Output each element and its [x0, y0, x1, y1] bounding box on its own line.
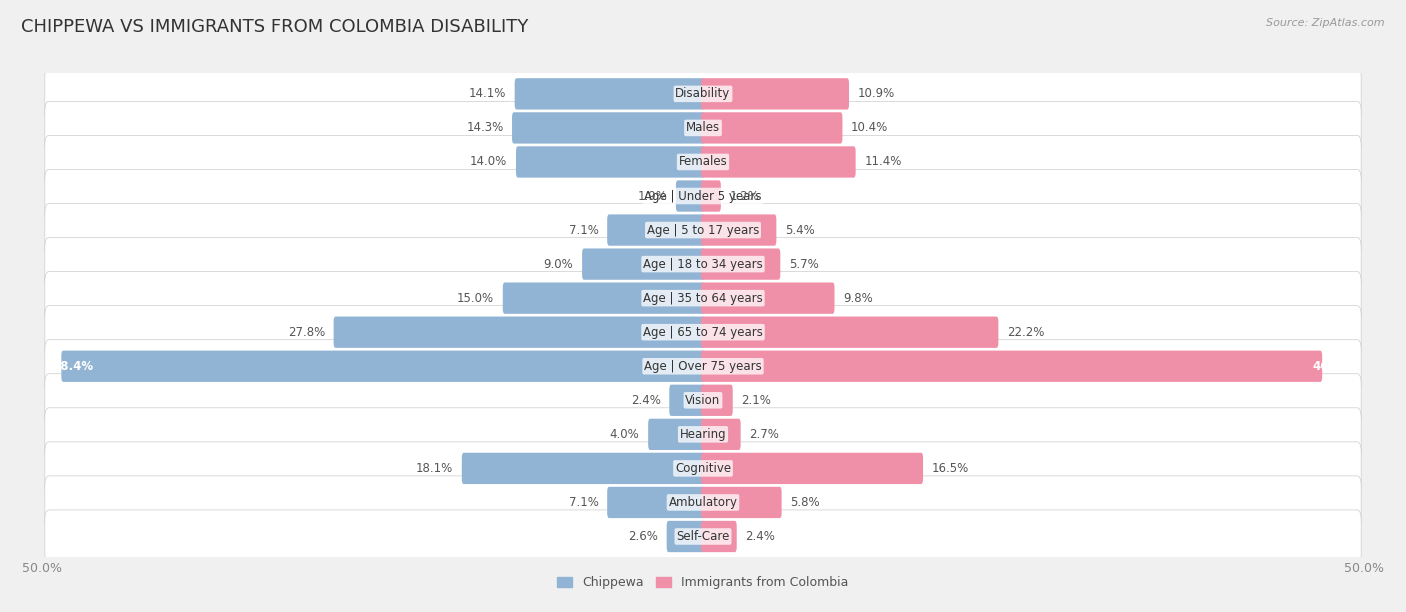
- FancyBboxPatch shape: [512, 112, 704, 144]
- FancyBboxPatch shape: [702, 351, 1322, 382]
- FancyBboxPatch shape: [515, 78, 704, 110]
- FancyBboxPatch shape: [45, 442, 1361, 495]
- Text: Age | 35 to 64 years: Age | 35 to 64 years: [643, 292, 763, 305]
- Text: 7.1%: 7.1%: [568, 223, 599, 237]
- FancyBboxPatch shape: [702, 453, 924, 484]
- Text: 16.5%: 16.5%: [932, 462, 969, 475]
- Text: 9.0%: 9.0%: [544, 258, 574, 271]
- FancyBboxPatch shape: [702, 181, 721, 212]
- FancyBboxPatch shape: [582, 248, 704, 280]
- FancyBboxPatch shape: [333, 316, 704, 348]
- Text: Self-Care: Self-Care: [676, 530, 730, 543]
- Text: 48.4%: 48.4%: [53, 360, 94, 373]
- Text: Ambulatory: Ambulatory: [668, 496, 738, 509]
- Text: Age | 65 to 74 years: Age | 65 to 74 years: [643, 326, 763, 338]
- FancyBboxPatch shape: [702, 283, 835, 314]
- FancyBboxPatch shape: [45, 340, 1361, 393]
- Text: 10.9%: 10.9%: [858, 88, 894, 100]
- FancyBboxPatch shape: [62, 351, 704, 382]
- FancyBboxPatch shape: [669, 384, 704, 416]
- Text: 15.0%: 15.0%: [457, 292, 494, 305]
- Text: 9.8%: 9.8%: [844, 292, 873, 305]
- Text: 14.0%: 14.0%: [470, 155, 508, 168]
- FancyBboxPatch shape: [702, 521, 737, 552]
- FancyBboxPatch shape: [45, 305, 1361, 359]
- FancyBboxPatch shape: [45, 170, 1361, 223]
- FancyBboxPatch shape: [607, 214, 704, 246]
- Text: 22.2%: 22.2%: [1007, 326, 1045, 338]
- FancyBboxPatch shape: [45, 374, 1361, 427]
- Text: 14.3%: 14.3%: [467, 121, 503, 135]
- FancyBboxPatch shape: [45, 408, 1361, 461]
- Text: 7.1%: 7.1%: [568, 496, 599, 509]
- FancyBboxPatch shape: [45, 102, 1361, 154]
- Text: 2.1%: 2.1%: [741, 394, 772, 407]
- FancyBboxPatch shape: [45, 272, 1361, 325]
- FancyBboxPatch shape: [702, 214, 776, 246]
- Text: 11.4%: 11.4%: [865, 155, 901, 168]
- FancyBboxPatch shape: [702, 248, 780, 280]
- Text: 5.4%: 5.4%: [785, 223, 814, 237]
- Text: Age | Over 75 years: Age | Over 75 years: [644, 360, 762, 373]
- Text: 2.4%: 2.4%: [631, 394, 661, 407]
- Text: 10.4%: 10.4%: [851, 121, 889, 135]
- Text: 1.2%: 1.2%: [730, 190, 759, 203]
- Text: Disability: Disability: [675, 88, 731, 100]
- Text: 27.8%: 27.8%: [288, 326, 325, 338]
- Text: Vision: Vision: [685, 394, 721, 407]
- FancyBboxPatch shape: [503, 283, 704, 314]
- Text: 46.7%: 46.7%: [1312, 360, 1353, 373]
- Text: Cognitive: Cognitive: [675, 462, 731, 475]
- FancyBboxPatch shape: [702, 78, 849, 110]
- Text: Males: Males: [686, 121, 720, 135]
- Text: CHIPPEWA VS IMMIGRANTS FROM COLOMBIA DISABILITY: CHIPPEWA VS IMMIGRANTS FROM COLOMBIA DIS…: [21, 18, 529, 36]
- Legend: Chippewa, Immigrants from Colombia: Chippewa, Immigrants from Colombia: [553, 571, 853, 594]
- FancyBboxPatch shape: [461, 453, 704, 484]
- FancyBboxPatch shape: [45, 204, 1361, 256]
- Text: Hearing: Hearing: [679, 428, 727, 441]
- FancyBboxPatch shape: [45, 135, 1361, 188]
- FancyBboxPatch shape: [676, 181, 704, 212]
- FancyBboxPatch shape: [702, 384, 733, 416]
- FancyBboxPatch shape: [666, 521, 704, 552]
- FancyBboxPatch shape: [516, 146, 704, 177]
- FancyBboxPatch shape: [45, 67, 1361, 121]
- FancyBboxPatch shape: [702, 316, 998, 348]
- Text: Age | 18 to 34 years: Age | 18 to 34 years: [643, 258, 763, 271]
- Text: 2.7%: 2.7%: [749, 428, 779, 441]
- Text: 5.8%: 5.8%: [790, 496, 820, 509]
- Text: Age | 5 to 17 years: Age | 5 to 17 years: [647, 223, 759, 237]
- FancyBboxPatch shape: [607, 487, 704, 518]
- FancyBboxPatch shape: [702, 487, 782, 518]
- Text: Age | Under 5 years: Age | Under 5 years: [644, 190, 762, 203]
- Text: 1.9%: 1.9%: [637, 190, 668, 203]
- Text: 2.6%: 2.6%: [628, 530, 658, 543]
- Text: 5.7%: 5.7%: [789, 258, 818, 271]
- FancyBboxPatch shape: [702, 146, 856, 177]
- Text: 2.4%: 2.4%: [745, 530, 775, 543]
- FancyBboxPatch shape: [702, 419, 741, 450]
- Text: 18.1%: 18.1%: [416, 462, 453, 475]
- FancyBboxPatch shape: [702, 112, 842, 144]
- FancyBboxPatch shape: [45, 476, 1361, 529]
- Text: 14.1%: 14.1%: [468, 88, 506, 100]
- Text: 4.0%: 4.0%: [610, 428, 640, 441]
- Text: Females: Females: [679, 155, 727, 168]
- FancyBboxPatch shape: [648, 419, 704, 450]
- FancyBboxPatch shape: [45, 237, 1361, 291]
- Text: Source: ZipAtlas.com: Source: ZipAtlas.com: [1267, 18, 1385, 28]
- FancyBboxPatch shape: [45, 510, 1361, 563]
